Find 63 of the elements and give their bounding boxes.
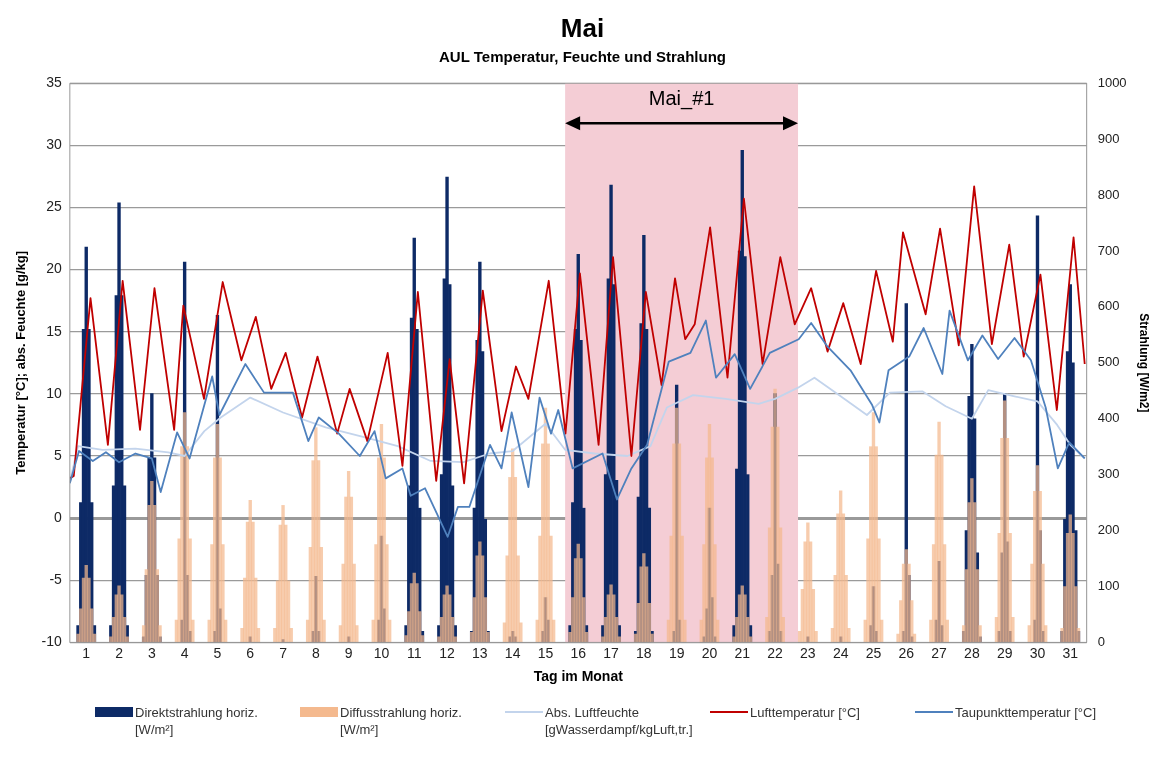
chart-title: Mai [560,12,605,43]
legend-label: Lufttemperatur [°C] [750,704,860,721]
y2-tick-label: 500 [1097,354,1120,370]
y2-axis-title: Strahlung [W/m2] [1137,313,1152,413]
x-tick-label: 17 [603,644,620,661]
x-tick-label: 19 [668,644,685,661]
x-tick-label: 22 [767,644,784,661]
x-tick-label: 18 [636,644,652,661]
x-tick-label: 31 [1062,644,1079,661]
x-tick-label: 5 [213,644,222,661]
x-tick-label: 29 [996,644,1013,661]
x-tick-label: 14 [504,644,521,661]
x-tick-label: 21 [734,644,751,661]
x-tick-label: 13 [472,644,488,661]
x-tick-label: 28 [964,644,980,661]
x-tick-label: 6 [246,644,255,661]
x-tick-label: 23 [800,644,816,661]
y-tick-label: 15 [46,322,63,339]
x-tick-label: 10 [373,644,390,661]
x-tick-label: 26 [898,644,915,661]
y2-tick-label: 300 [1097,466,1120,482]
x-tick-label: 8 [311,644,320,661]
x-tick-label: 20 [701,644,718,661]
y-tick-label: 5 [54,446,63,463]
y2-tick-label: 200 [1097,522,1120,538]
x-tick-label: 3 [147,644,156,661]
x-tick-label: 15 [537,644,554,661]
x-tick-label: 27 [931,644,948,661]
y2-tick-label: 100 [1097,578,1120,594]
legend-label: Taupunkttemperatur [°C] [955,704,1097,721]
x-tick-label: 4 [180,644,189,661]
legend-label: Diffusstrahlung horiz. [W/m²] [340,704,463,738]
x-tick-label: 7 [279,644,288,661]
y-tick-label: 35 [46,74,63,91]
y2-tick-label: 0 [1097,633,1105,649]
x-tick-label: 1 [82,644,91,661]
y-axis-title: Temperatur [°C]; abs. Feuchte [g/kg] [13,250,29,475]
legend-label: Abs. Luftfeuchte [gWasserdampf/kgLuft,tr.] [545,704,694,738]
y2-tick-label: 1000 [1097,74,1127,90]
y-tick-label: 10 [46,384,63,401]
chart-subtitle: AUL Temperatur, Feuchte und Strahlung [439,48,726,66]
x-tick-label: 16 [570,644,587,661]
y-tick-label: -5 [49,571,63,588]
y2-tick-label: 600 [1097,298,1120,314]
y-tick-label: 20 [46,260,63,277]
y-tick-label: 25 [46,198,63,215]
y-tick-label: 30 [46,136,63,153]
x-tick-label: 2 [115,644,124,661]
y-tick-label: 0 [54,508,63,525]
x-tick-label: 24 [832,644,849,661]
x-tick-label: 9 [344,644,353,661]
x-tick-label: 30 [1029,644,1046,661]
x-tick-label: 11 [406,644,422,661]
y2-tick-label: 400 [1097,410,1120,426]
y2-tick-label: 800 [1097,186,1120,202]
y2-tick-label: 900 [1097,130,1120,146]
x-axis-title: Tag im Monat [533,668,624,685]
y2-tick-label: 700 [1097,242,1120,258]
band-label: Mai_#1 [648,86,715,110]
legend-label: Direktstrahlung horiz. [W/m²] [135,704,259,738]
x-tick-label: 25 [865,644,882,661]
y-tick-label: -10 [41,633,63,650]
x-tick-label: 12 [439,644,456,661]
